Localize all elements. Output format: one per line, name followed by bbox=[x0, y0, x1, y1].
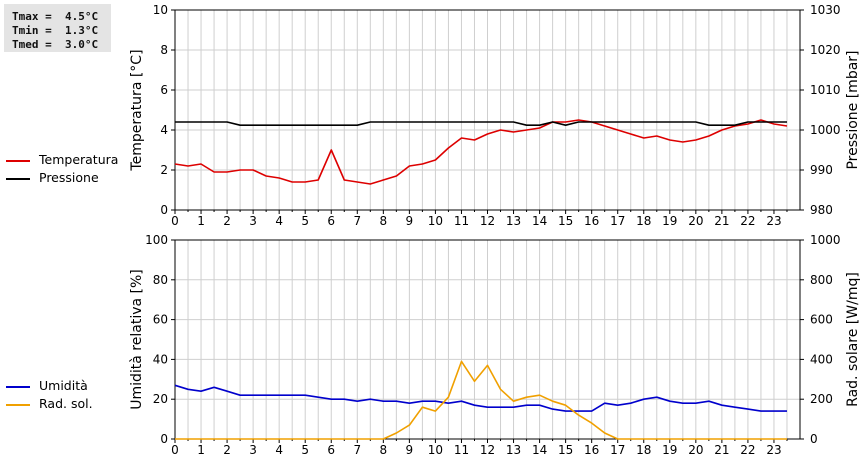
x-tick-label: 1 bbox=[197, 443, 205, 457]
y-axis-title: Umidità relativa [%] bbox=[129, 269, 145, 410]
x-tick-label: 23 bbox=[766, 443, 781, 457]
y2-tick-label: 1010 bbox=[810, 83, 841, 97]
x-tick-label: 4 bbox=[275, 214, 283, 228]
x-tick-label: 12 bbox=[480, 214, 495, 228]
x-tick-label: 2 bbox=[223, 214, 231, 228]
x-tick-label: 20 bbox=[688, 443, 703, 457]
series-line bbox=[174, 119, 788, 185]
y-tick-label: 0 bbox=[160, 432, 168, 446]
x-tick-label: 16 bbox=[584, 443, 599, 457]
legend-swatch bbox=[6, 386, 30, 388]
y-tick-label: 60 bbox=[153, 313, 168, 327]
x-tick-label: 19 bbox=[662, 214, 677, 228]
legend-label: Rad. sol. bbox=[39, 396, 93, 411]
x-tick-label: 0 bbox=[171, 214, 179, 228]
x-tick-label: 18 bbox=[636, 443, 651, 457]
x-tick-label: 7 bbox=[353, 443, 361, 457]
y2-tick-label: 1000 bbox=[810, 233, 841, 247]
series-line bbox=[175, 360, 787, 440]
x-tick-label: 14 bbox=[532, 443, 547, 457]
legend-swatch bbox=[6, 160, 30, 162]
x-tick-label: 16 bbox=[584, 214, 599, 228]
x-tick-label: 8 bbox=[380, 214, 388, 228]
x-tick-label: 5 bbox=[301, 214, 309, 228]
x-tick-label: 15 bbox=[558, 214, 573, 228]
x-tick-label: 21 bbox=[714, 214, 729, 228]
x-tick-label: 10 bbox=[428, 214, 443, 228]
y-tick-label: 80 bbox=[153, 273, 168, 287]
x-tick-label: 15 bbox=[558, 443, 573, 457]
series-line bbox=[174, 384, 787, 412]
legend-label: Temperatura bbox=[39, 152, 119, 167]
x-tick-label: 6 bbox=[327, 443, 335, 457]
y2-tick-label: 980 bbox=[810, 203, 833, 217]
x-tick-label: 11 bbox=[454, 214, 469, 228]
y-tick-label: 2 bbox=[160, 163, 168, 177]
x-tick-label: 13 bbox=[506, 214, 521, 228]
x-tick-label: 18 bbox=[636, 214, 651, 228]
y2-axis-title: Pressione [mbar] bbox=[845, 50, 860, 169]
x-tick-label: 0 bbox=[171, 443, 179, 457]
x-tick-label: 22 bbox=[740, 443, 755, 457]
x-tick-label: 6 bbox=[327, 214, 335, 228]
x-tick-label: 22 bbox=[740, 214, 755, 228]
y2-tick-label: 1020 bbox=[810, 43, 841, 57]
x-tick-label: 19 bbox=[662, 443, 677, 457]
x-tick-label: 17 bbox=[610, 443, 625, 457]
y-tick-label: 6 bbox=[160, 83, 168, 97]
y-tick-label: 100 bbox=[145, 233, 168, 247]
series-line bbox=[175, 121, 787, 126]
x-tick-label: 10 bbox=[428, 443, 443, 457]
y2-tick-label: 1000 bbox=[810, 123, 841, 137]
x-tick-label: 14 bbox=[532, 214, 547, 228]
y2-tick-label: 0 bbox=[810, 432, 818, 446]
x-tick-label: 11 bbox=[454, 443, 469, 457]
y-tick-label: 0 bbox=[160, 203, 168, 217]
legend-label: Umidità bbox=[39, 378, 88, 393]
stats-box: Tmax = 4.5°C Tmin = 1.3°C Tmed = 3.0°C bbox=[4, 4, 111, 52]
legend-label: Pressione bbox=[39, 170, 99, 185]
x-tick-label: 17 bbox=[610, 214, 625, 228]
x-tick-label: 3 bbox=[249, 443, 257, 457]
tmax-text: Tmax = 4.5°C bbox=[12, 10, 99, 23]
y2-axis-title: Rad. solare [W/mq] bbox=[845, 272, 860, 407]
x-tick-label: 4 bbox=[275, 443, 283, 457]
y-tick-label: 10 bbox=[153, 3, 168, 17]
x-tick-label: 7 bbox=[353, 214, 361, 228]
legend-swatch bbox=[6, 404, 30, 406]
y-tick-label: 8 bbox=[160, 43, 168, 57]
x-tick-label: 20 bbox=[688, 214, 703, 228]
x-tick-label: 23 bbox=[766, 214, 781, 228]
y2-tick-label: 200 bbox=[810, 392, 833, 406]
legend-swatch bbox=[6, 178, 30, 180]
y-tick-label: 40 bbox=[153, 352, 168, 366]
x-tick-label: 2 bbox=[223, 443, 231, 457]
x-tick-label: 1 bbox=[197, 214, 205, 228]
x-tick-label: 21 bbox=[714, 443, 729, 457]
y-axis-title: Temperatura [°C] bbox=[129, 49, 145, 171]
x-tick-label: 13 bbox=[506, 443, 521, 457]
x-tick-label: 8 bbox=[380, 443, 388, 457]
y2-tick-label: 600 bbox=[810, 313, 833, 327]
y2-tick-label: 1030 bbox=[810, 3, 841, 17]
y-tick-label: 20 bbox=[153, 392, 168, 406]
x-tick-label: 5 bbox=[301, 443, 309, 457]
y-tick-label: 4 bbox=[160, 123, 168, 137]
y2-tick-label: 990 bbox=[810, 163, 833, 177]
x-tick-label: 9 bbox=[406, 443, 414, 457]
x-tick-label: 9 bbox=[406, 214, 414, 228]
tmed-text: Tmed = 3.0°C bbox=[12, 38, 99, 51]
tmin-text: Tmin = 1.3°C bbox=[12, 24, 99, 37]
y2-tick-label: 400 bbox=[810, 352, 833, 366]
x-tick-label: 12 bbox=[480, 443, 495, 457]
y2-tick-label: 800 bbox=[810, 273, 833, 287]
x-tick-label: 3 bbox=[249, 214, 257, 228]
